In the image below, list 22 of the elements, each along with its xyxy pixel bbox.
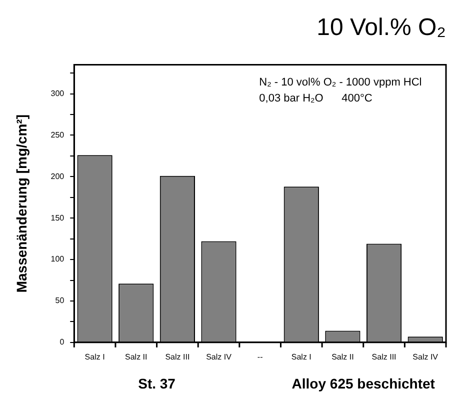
y-axis-title: Massenänderung [mg/cm²]	[13, 114, 30, 293]
x-tick-label: Salz I	[84, 352, 105, 362]
y-tick-label: 200	[50, 172, 65, 181]
x-tick-label: Salz II	[332, 352, 354, 362]
chart-title: 10 Vol.% O₂	[316, 14, 446, 42]
annotation: 0,03 bar H₂O 400°C	[259, 92, 372, 104]
y-tick-label: 100	[50, 254, 65, 264]
x-tick-label: Salz III	[165, 352, 190, 362]
x-tick-label: Salz IV	[412, 352, 439, 362]
x-tick-label: Salz IV	[206, 352, 232, 362]
x-tick-label: Salz III	[372, 352, 396, 362]
y-tick-label: 250	[50, 130, 65, 140]
x-tick-label: Salz I	[291, 352, 312, 362]
y-tick-label: 150	[50, 213, 65, 222]
y-tick-label: 300	[50, 89, 65, 98]
x-tick-label: --	[257, 352, 264, 362]
y-tick-label: 50	[55, 296, 65, 306]
y-tick-label: 0	[60, 338, 65, 347]
text: St. 37	[138, 375, 176, 392]
x-tick-label: Salz II	[125, 352, 148, 362]
annotation: N₂ - 10 vol% O₂ - 1000 vppm HCl	[259, 76, 422, 88]
text: Alloy 625 beschichtet	[292, 375, 436, 392]
